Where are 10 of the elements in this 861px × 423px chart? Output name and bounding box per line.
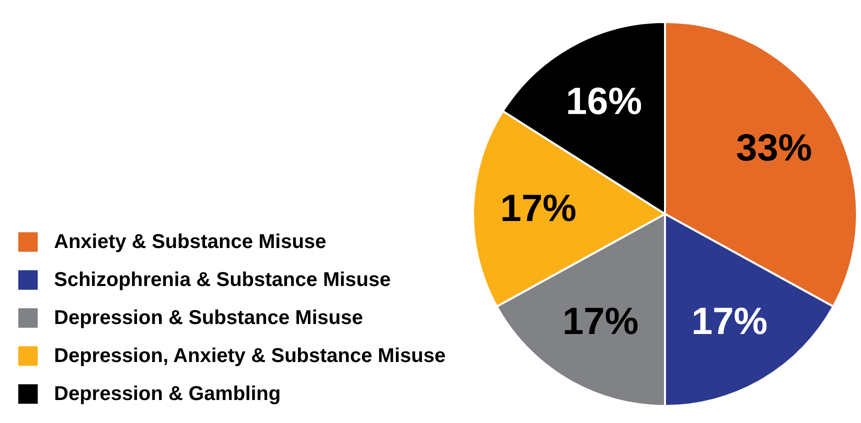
data-label: 17% [562,301,639,344]
data-label: 17% [500,188,576,230]
data-label: 16% [566,80,642,123]
legend-label: Depression, Anxiety & Substance Misuse [54,345,446,367]
data-label: 17% [691,301,768,344]
legend-label: Depression & Substance Misuse [54,307,363,329]
legend-label: Anxiety & Substance Misuse [54,231,326,253]
legend-label: Depression & Gambling [54,383,281,405]
data-label: 33% [736,127,812,170]
legend-label: Schizophrenia & Substance Misuse [54,269,391,291]
